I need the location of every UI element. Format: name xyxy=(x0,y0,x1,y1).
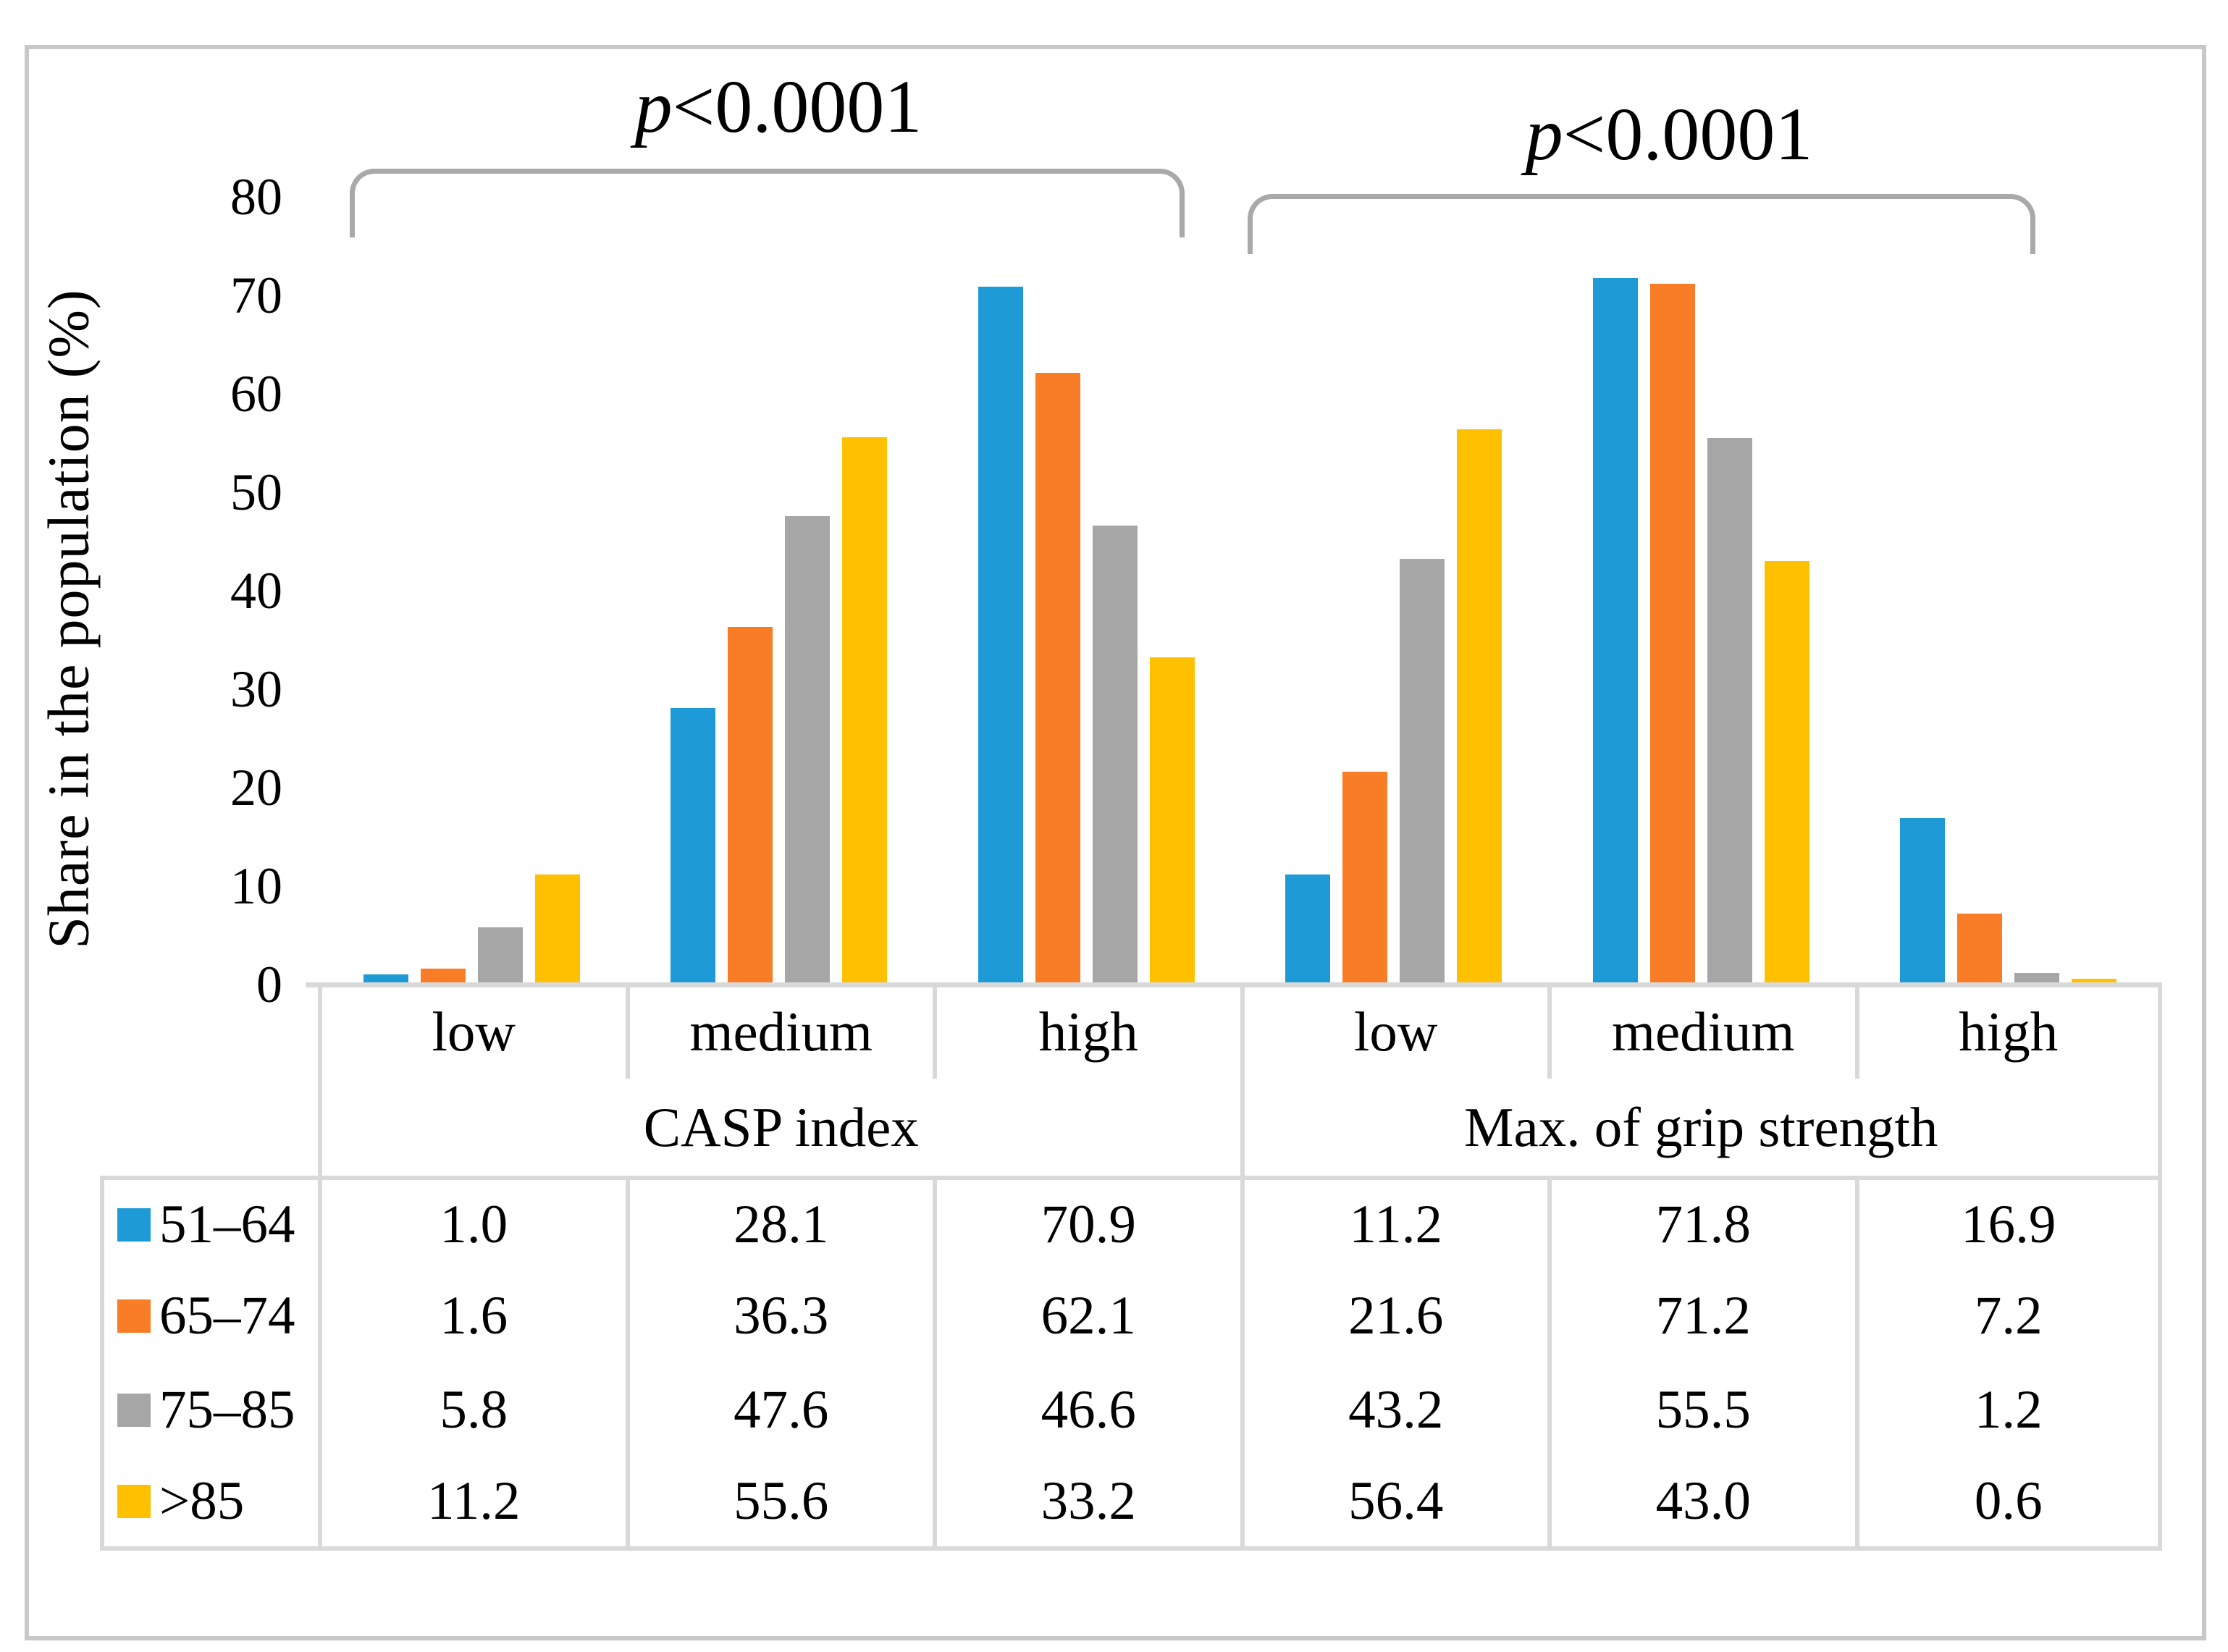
bar-51–64-medium xyxy=(1592,277,1638,985)
legend-item-65-74: 65–74 xyxy=(100,1269,318,1363)
legend-label: 51–64 xyxy=(159,1194,295,1255)
y-tick-50: 50 xyxy=(230,463,282,521)
p-value-annotation-casp: p<0.0001 xyxy=(547,64,1010,150)
bar-51–64-high xyxy=(1900,818,1946,985)
bar->85-low xyxy=(1457,429,1502,985)
bar-65–74-medium xyxy=(1649,283,1695,985)
legend-swatch-65-74 xyxy=(117,1299,151,1333)
table-value: 11.2 xyxy=(1240,1176,1547,1270)
legend-swatch-gt85 xyxy=(117,1485,151,1519)
table-value: 55.6 xyxy=(625,1457,933,1551)
y-tick-10: 10 xyxy=(230,857,282,915)
bar-group-medium-4 xyxy=(1547,197,1855,985)
bar->85-medium xyxy=(842,437,888,985)
table-value: 16.9 xyxy=(1854,1176,2162,1270)
bar-plot-area xyxy=(318,197,2162,985)
table-value: 43.0 xyxy=(1547,1457,1855,1551)
table-value: 70.9 xyxy=(933,1176,1240,1270)
table-value: 46.6 xyxy=(933,1363,1240,1457)
y-axis-ticks: 80 70 60 50 40 30 20 10 0 xyxy=(130,168,282,1013)
bar-65–74-high xyxy=(1035,373,1080,985)
table-value: 55.5 xyxy=(1547,1363,1855,1457)
table-value: 71.2 xyxy=(1547,1269,1855,1363)
table-value: 71.8 xyxy=(1547,1176,1855,1270)
table-value: 1.6 xyxy=(318,1269,626,1363)
legend-swatch-51-64 xyxy=(117,1208,151,1242)
y-tick-30: 30 xyxy=(230,660,282,718)
p-value-annotation-grip: p<0.0001 xyxy=(1437,91,1901,177)
table-value: 47.6 xyxy=(625,1363,933,1457)
bar-51–64-high xyxy=(978,286,1023,985)
bar-group-high-5 xyxy=(1855,197,2163,985)
significance-bracket-grip xyxy=(1248,194,2035,254)
y-tick-80: 80 xyxy=(230,168,282,226)
category-label-casp-medium: medium xyxy=(625,985,933,1079)
table-value: 0.6 xyxy=(1854,1457,2162,1551)
legend-item-gt85: >85 xyxy=(100,1457,318,1551)
bar-group-low-3 xyxy=(1240,197,1548,985)
legend-item-75-85: 75–85 xyxy=(100,1363,318,1457)
x-axis-line xyxy=(306,982,2162,987)
bar-65–74-low xyxy=(420,969,466,985)
table-value: 5.8 xyxy=(318,1363,626,1457)
y-axis-title: Share in the population (%) xyxy=(37,289,101,949)
legend-label: 65–74 xyxy=(159,1286,295,1347)
bar-group-high-2 xyxy=(933,197,1240,985)
category-label-grip-medium: medium xyxy=(1547,985,1855,1079)
bar->85-medium xyxy=(1764,561,1809,985)
table-value: 62.1 xyxy=(933,1269,1240,1363)
p-comparison: <0.0001 xyxy=(672,65,922,148)
table-value: 28.1 xyxy=(625,1176,933,1270)
group-header-grip-strength: Max. of grip strength xyxy=(1240,1079,2162,1176)
group-header-casp-index: CASP index xyxy=(318,1079,1240,1176)
table-value: 36.3 xyxy=(625,1269,933,1363)
bar-51–64-medium xyxy=(670,707,716,985)
table-value: 43.2 xyxy=(1240,1363,1548,1457)
y-tick-60: 60 xyxy=(230,365,282,423)
table-value: 56.4 xyxy=(1240,1457,1547,1551)
bar-group-medium-1 xyxy=(626,197,933,985)
table-value: 11.2 xyxy=(318,1457,626,1551)
y-tick-40: 40 xyxy=(230,562,282,620)
bar-75–85-low xyxy=(477,927,523,985)
p-comparison: <0.0001 xyxy=(1563,93,1813,176)
y-tick-70: 70 xyxy=(230,266,282,324)
p-symbol: p xyxy=(634,65,673,148)
y-tick-20: 20 xyxy=(230,759,282,817)
bar-51–64-low xyxy=(363,974,408,985)
category-label-grip-low: low xyxy=(1240,985,1548,1079)
y-tick-0: 0 xyxy=(256,956,282,1013)
legend-label: >85 xyxy=(159,1471,245,1532)
bar-51–64-low xyxy=(1285,874,1331,985)
bar-65–74-medium xyxy=(728,627,773,985)
legend-label: 75–85 xyxy=(159,1379,295,1440)
bar-75–85-low xyxy=(1400,559,1445,985)
bar-75–85-medium xyxy=(1707,438,1752,985)
table-value: 21.6 xyxy=(1240,1269,1548,1363)
table-value: 33.2 xyxy=(933,1457,1240,1551)
p-symbol: p xyxy=(1525,93,1563,176)
bar->85-high xyxy=(2072,978,2117,985)
bar-75–85-high xyxy=(2014,972,2060,985)
bar->85-low xyxy=(534,874,580,985)
data-table: low medium high low medium high CASP ind… xyxy=(100,985,2162,1551)
table-value: 7.2 xyxy=(1854,1269,2162,1363)
bar->85-high xyxy=(1149,657,1195,985)
category-label-grip-high: high xyxy=(1854,985,2162,1079)
table-value: 1.2 xyxy=(1854,1363,2162,1457)
bar-group-low-0 xyxy=(318,197,626,985)
legend-item-51-64: 51–64 xyxy=(100,1176,318,1270)
legend-swatch-75-85 xyxy=(117,1393,151,1427)
category-label-casp-low: low xyxy=(318,985,626,1079)
category-label-casp-high: high xyxy=(933,985,1240,1079)
bar-65–74-high xyxy=(1957,914,2003,985)
significance-bracket-casp xyxy=(350,169,1185,237)
bar-65–74-low xyxy=(1342,772,1388,985)
table-value: 1.0 xyxy=(318,1176,626,1270)
bar-75–85-medium xyxy=(785,515,831,985)
bar-75–85-high xyxy=(1092,526,1138,985)
